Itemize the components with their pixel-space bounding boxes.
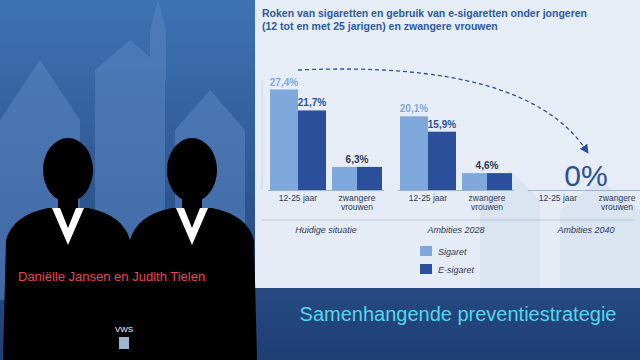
category-label-line: 12-25 jaar	[409, 193, 447, 203]
data-label: 20,1%	[400, 103, 428, 114]
category-label-line: vrouwen	[471, 202, 503, 212]
category-label: 12-25 jaar	[279, 193, 317, 203]
category-label: 12-25 jaar	[539, 193, 577, 203]
data-label: 27,4%	[270, 77, 298, 88]
category-label-line: vrouwen	[341, 202, 373, 212]
category-label-line: vrouwen	[601, 202, 633, 212]
collar	[52, 208, 84, 245]
group-label: Ambities 2028	[426, 225, 484, 235]
bar	[462, 173, 487, 190]
silhouette	[127, 138, 257, 360]
category-label: zwangerevrouwen	[469, 193, 506, 212]
chart-panel	[255, 0, 640, 288]
category-label-line: 12-25 jaar	[279, 193, 317, 203]
bar	[298, 110, 326, 190]
bar	[400, 116, 428, 190]
group-label: Ambities 2040	[556, 225, 614, 235]
bar	[530, 190, 558, 191]
baseline	[268, 190, 384, 191]
logo: VWS	[115, 325, 133, 334]
annotation: 0%	[564, 159, 607, 192]
body	[127, 208, 257, 360]
trend-arrow	[298, 69, 586, 150]
category-label: 12-25 jaar	[409, 193, 447, 203]
head	[43, 138, 93, 202]
collar	[176, 208, 208, 245]
body	[3, 208, 133, 360]
data-label: 15,9%	[428, 119, 456, 130]
group-label: Huidige situatie	[295, 225, 357, 235]
title-line: Roken van sigaretten en gebruik van e-si…	[262, 7, 587, 19]
category-label-line: 12-25 jaar	[539, 193, 577, 203]
bar	[332, 167, 357, 190]
value-axis	[262, 80, 263, 190]
head	[167, 138, 217, 202]
data-label: 21,7%	[298, 97, 326, 108]
data-label: 6,3%	[346, 154, 369, 165]
background	[0, 0, 640, 360]
tower	[150, 0, 166, 80]
silhouette	[3, 138, 133, 360]
category-label: zwangerevrouwen	[339, 193, 376, 212]
baseline	[398, 190, 514, 191]
bar	[270, 90, 298, 190]
legend-label: E-sigaret	[438, 265, 475, 275]
building	[480, 170, 540, 288]
caption: Daniëlle Jansen en Judith Tielen	[18, 269, 205, 284]
legend-label: Sigaret	[438, 247, 467, 257]
legend-swatch	[420, 246, 432, 256]
bar	[357, 167, 382, 190]
chart-title: Roken van sigaretten en gebruik van e-si…	[262, 7, 587, 32]
bar	[617, 190, 640, 191]
bars	[270, 90, 512, 190]
bar	[487, 173, 512, 190]
data-label: 4,6%	[476, 160, 499, 171]
title-line: (12 tot en met 25 jarigen) en zwangere v…	[262, 20, 498, 32]
banner: Samenhangende preventiestrategie	[300, 303, 617, 325]
bar	[428, 132, 456, 190]
separator	[262, 220, 635, 221]
slide: Roken van sigaretten en gebruik van e-si…	[0, 0, 640, 360]
logo-emblem	[119, 337, 129, 349]
legend-swatch	[420, 264, 432, 274]
category-label: zwangerevrouwen	[599, 193, 636, 212]
panel-buildings	[480, 170, 640, 288]
